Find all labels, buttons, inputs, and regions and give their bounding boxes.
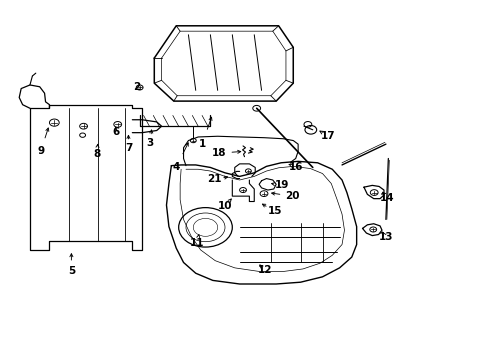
Text: 18: 18 xyxy=(211,148,226,158)
Text: 19: 19 xyxy=(274,180,288,190)
Text: 15: 15 xyxy=(267,206,282,216)
Text: 21: 21 xyxy=(206,174,221,184)
Text: 1: 1 xyxy=(198,139,205,149)
Text: 4: 4 xyxy=(172,162,180,172)
Text: 13: 13 xyxy=(378,232,392,242)
Text: 6: 6 xyxy=(112,127,119,137)
Text: 9: 9 xyxy=(37,146,44,156)
Text: 8: 8 xyxy=(93,149,100,159)
Text: 10: 10 xyxy=(217,201,232,211)
Text: 20: 20 xyxy=(285,191,299,201)
Text: 14: 14 xyxy=(379,193,394,203)
Text: 16: 16 xyxy=(288,162,303,172)
Text: 7: 7 xyxy=(124,143,132,153)
Text: 11: 11 xyxy=(189,238,204,248)
Text: 2: 2 xyxy=(133,82,141,93)
Text: 17: 17 xyxy=(321,131,335,141)
Text: 5: 5 xyxy=(68,266,75,276)
Text: 12: 12 xyxy=(258,265,272,275)
Text: 3: 3 xyxy=(146,139,154,148)
